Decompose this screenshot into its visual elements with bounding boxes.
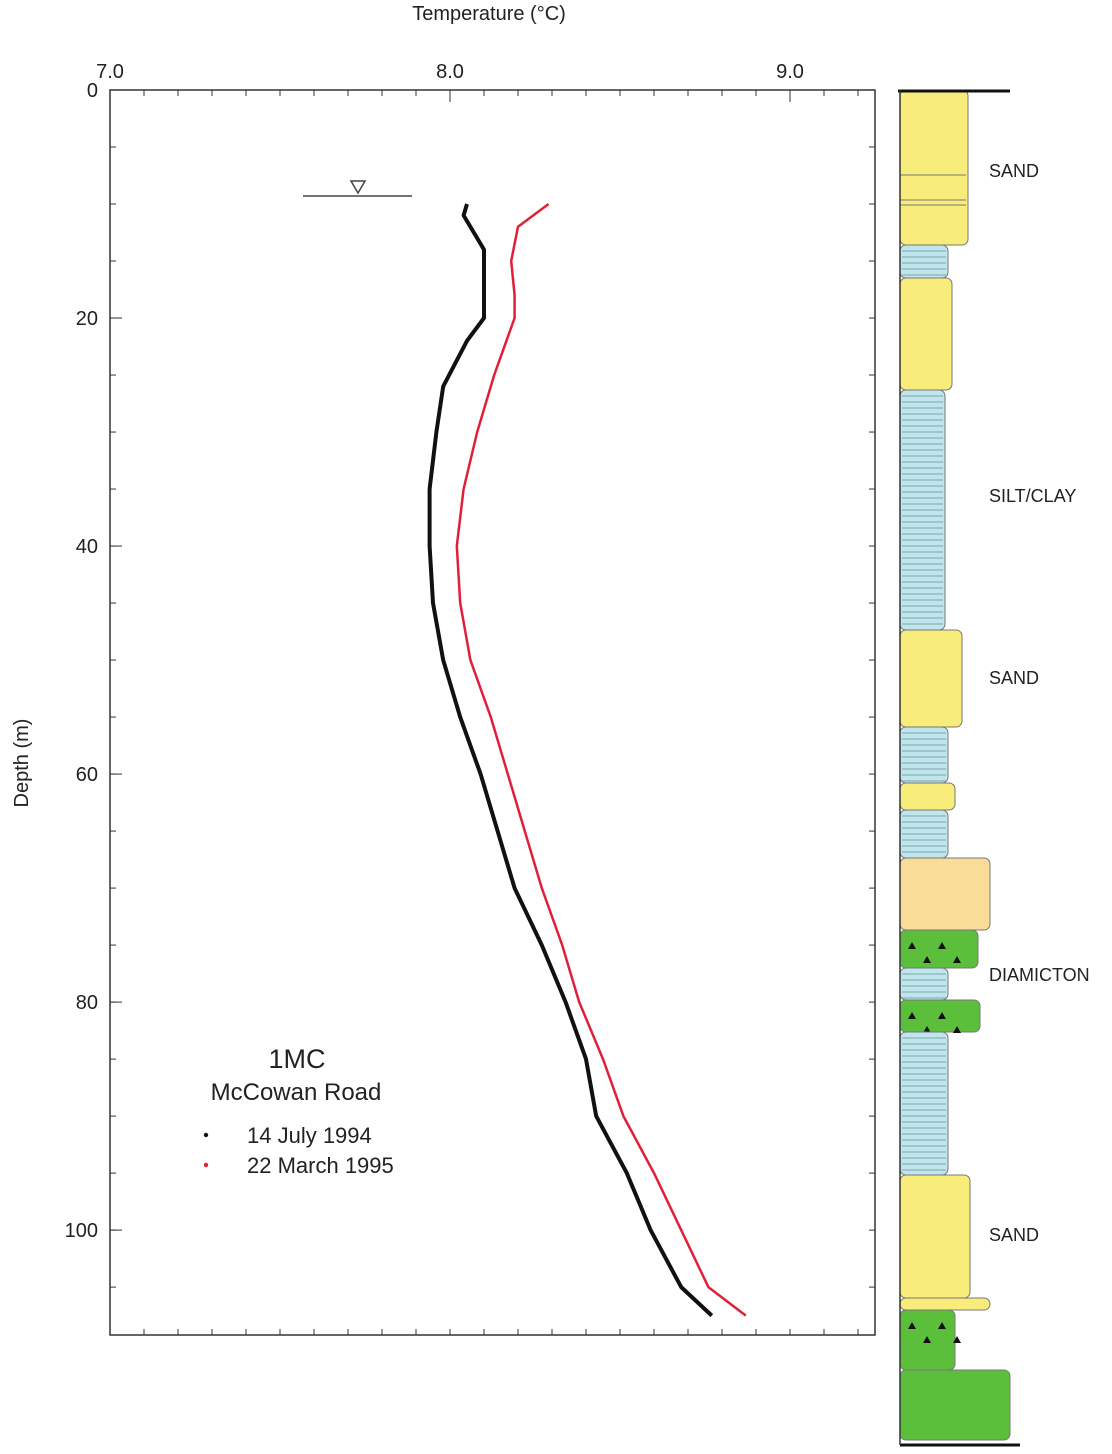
log-clast (908, 1322, 916, 1329)
legend-label: 22 March 1995 (247, 1153, 394, 1178)
legend-label: 14 July 1994 (247, 1123, 372, 1148)
log-label: SILT/CLAY (989, 486, 1076, 506)
legend-marker (203, 1162, 209, 1168)
log-clast (953, 956, 961, 963)
log-clast (938, 1322, 946, 1329)
x-tick-label: 9.0 (776, 61, 804, 83)
log-label: DIAMICTON (989, 965, 1090, 985)
log-label: SAND (989, 1225, 1039, 1245)
log-clast (938, 942, 946, 949)
log-layer (899, 629, 963, 728)
log-clast (953, 1336, 961, 1343)
log-layer (899, 782, 956, 811)
plot-frame (109, 89, 876, 1336)
log-layer (899, 277, 953, 391)
log-clast (923, 956, 931, 963)
legend-subtitle: McCowan Road (211, 1079, 382, 1106)
y-tick-label: 80 (76, 992, 98, 1014)
x-tick-label: 7.0 (96, 61, 124, 83)
legend-title: 1MC (268, 1044, 325, 1074)
log-layer (899, 1031, 949, 1176)
log-label: SAND (989, 668, 1039, 688)
y-tick-label: 20 (76, 308, 98, 330)
strat-log: SAND SILT/CLAY SAND DIAMICTON SAND (898, 89, 1090, 1447)
log-layer (899, 89, 969, 246)
log-clast (953, 1026, 961, 1033)
log-layer (899, 1174, 971, 1299)
y-tick-label: 40 (76, 536, 98, 558)
log-layer (899, 967, 949, 1001)
y-tick-label: 100 (65, 1220, 98, 1242)
y-tick-label: 60 (76, 764, 98, 786)
log-label: SAND (989, 161, 1039, 181)
log-clast (923, 1026, 931, 1033)
legend-marker (203, 1132, 209, 1138)
x-axis-title: Temperature (°C) (412, 3, 566, 25)
y-tick-label: 0 (87, 80, 98, 102)
series-line (455, 202, 747, 1317)
y-axis-title: Depth (m) (11, 719, 33, 808)
log-layer (899, 1297, 991, 1311)
series-line (427, 203, 714, 1318)
x-tick-label: 8.0 (436, 61, 464, 83)
log-layer (899, 244, 949, 279)
log-layer (899, 726, 949, 784)
log-layer (899, 1369, 1011, 1441)
log-clast (923, 1336, 931, 1343)
water-table-symbol (349, 180, 367, 195)
log-layer (899, 857, 991, 931)
log-clast (938, 1012, 946, 1019)
log-clast (908, 1012, 916, 1019)
log-clast (908, 942, 916, 949)
